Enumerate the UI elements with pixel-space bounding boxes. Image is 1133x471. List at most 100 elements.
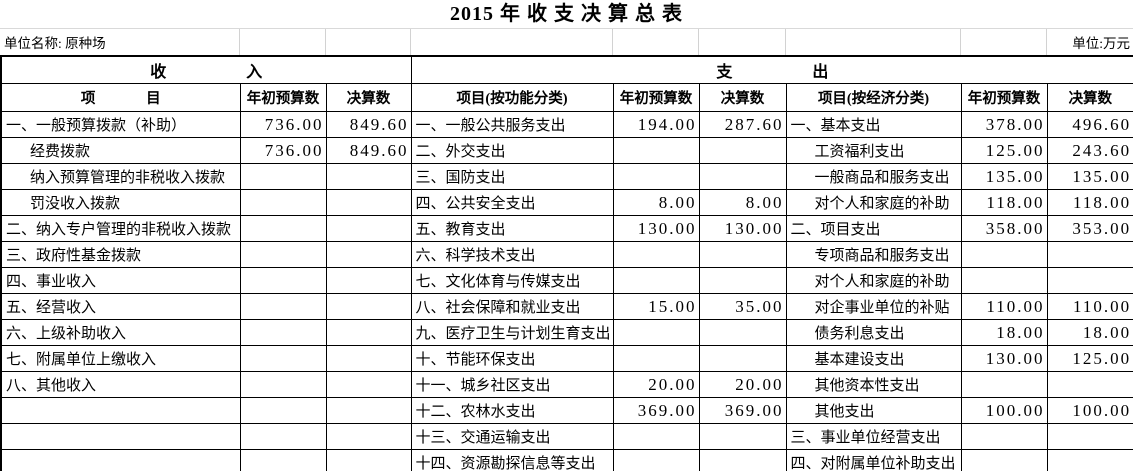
cell-income-budget [239,423,327,450]
cell-func-budget [612,423,700,450]
cell-income-item: 七、附属单位上缴收入 [0,345,241,372]
cell-econ-final: 100.00 [1046,397,1133,424]
cell-func-item: 十四、资源勘探信息等支出 [410,449,614,471]
cell-func-item: 七、文化体育与传媒支出 [410,267,614,294]
cell-income-item [0,449,241,471]
cell-income-budget [239,345,327,372]
cell-econ-final: 18.00 [1046,319,1133,346]
col-header-budget: 年初预算数 [239,83,327,112]
cell-func-final [698,423,787,450]
cell-income-final [325,293,412,320]
cell-func-final: 287.60 [698,111,787,138]
cell-func-budget [612,319,700,346]
cell-econ-item: 对个人和家庭的补助 [785,189,962,216]
cell-econ-final: 125.00 [1046,345,1133,372]
cell-func-item: 十二、农林水支出 [410,397,614,424]
gridline [239,29,240,56]
cell-func-budget [612,137,700,164]
cell-econ-budget: 100.00 [960,397,1048,424]
cell-income-budget [239,397,327,424]
cell-econ-final [1046,241,1133,268]
table-body: 一、一般预算拨款（补助） 736.00 849.60 一、一般公共服务支出 194.00… [0,111,1133,471]
cell-func-final [698,267,787,294]
cell-income-item: 四、事业收入 [0,267,241,294]
cell-func-final [698,137,787,164]
cell-func-item: 五、教育支出 [410,215,614,242]
cell-econ-item: 三、事业单位经营支出 [785,423,962,450]
cell-func-budget [612,449,700,471]
table-row: 一、一般预算拨款（补助） 736.00 849.60 一、一般公共服务支出 194.00… [0,111,1133,138]
column-header-row: 项 目 年初预算数 决算数 项目(按功能分类) 年初预算数 决算数 项目(按经济… [0,83,1133,112]
cell-econ-final [1046,371,1133,398]
cell-income-budget [239,371,327,398]
cell-func-item: 二、外交支出 [410,137,614,164]
cell-income-item: 六、上级补助收入 [0,319,241,346]
table-row: 八、其他收入 十一、城乡社区支出 20.00 20.00 其他资本性支出 [0,371,1133,398]
cell-income-budget [239,189,327,216]
cell-econ-final: 243.60 [1046,137,1133,164]
cell-func-budget: 194.00 [612,111,700,138]
cell-func-final [698,449,787,471]
cell-econ-item: 专项商品和服务支出 [785,241,962,268]
table-row: 四、事业收入 七、文化体育与传媒支出 对个人和家庭的补助 [0,267,1133,294]
cell-econ-budget: 18.00 [960,319,1048,346]
cell-econ-final: 496.60 [1046,111,1133,138]
cell-income-budget [239,241,327,268]
gridline [785,29,786,56]
cell-econ-final [1046,423,1133,450]
cell-func-item: 六、科学技术支出 [410,241,614,268]
col-header-final: 决算数 [325,83,412,112]
cell-econ-item: 其他支出 [785,397,962,424]
cell-income-budget [239,163,327,190]
cell-income-final [325,241,412,268]
cell-income-final [325,267,412,294]
cell-income-item: 罚没收入拨款 [0,189,241,216]
cell-income-item: 二、纳入专户管理的非税收入拨款 [0,215,241,242]
cell-func-final: 35.00 [698,293,787,320]
cell-econ-budget: 125.00 [960,137,1048,164]
cell-income-item: 经费拨款 [0,137,241,164]
cell-econ-budget: 135.00 [960,163,1048,190]
table-row: 五、经营收入 八、社会保障和就业支出 15.00 35.00 对企事业单位的补贴 110.… [0,293,1133,320]
page-title: 2015 年 收 支 决 算 总 表 [450,3,683,25]
cell-income-item: 一、一般预算拨款（补助） [0,111,241,138]
cell-income-item: 五、经营收入 [0,293,241,320]
cell-func-final: 20.00 [698,371,787,398]
gridline [1046,29,1047,56]
cell-econ-budget: 378.00 [960,111,1048,138]
cell-econ-item: 二、项目支出 [785,215,962,242]
cell-econ-item: 四、对附属单位补助支出 [785,449,962,471]
cell-income-final: 849.60 [325,111,412,138]
table-row: 纳入预算管理的非税收入拨款 三、国防支出 一般商品和服务支出 135.00 135.00 [0,163,1133,190]
table-row: 二、纳入专户管理的非税收入拨款 五、教育支出 130.00 130.00 二、项目支出 3… [0,215,1133,242]
cell-func-final: 8.00 [698,189,787,216]
cell-econ-final: 353.00 [1046,215,1133,242]
info-row: 单位名称: 原种场 单位:万元 [0,28,1133,56]
cell-income-final [325,397,412,424]
cell-func-final [698,163,787,190]
cell-econ-final [1046,267,1133,294]
cell-func-budget [612,345,700,372]
cell-income-budget: 736.00 [239,111,327,138]
table-row: 罚没收入拨款 四、公共安全支出 8.00 8.00 对个人和家庭的补助 118.00 118… [0,189,1133,216]
cell-func-final: 369.00 [698,397,787,424]
cell-econ-budget: 130.00 [960,345,1048,372]
cell-func-budget: 8.00 [612,189,700,216]
gridline [960,29,961,56]
cell-income-final [325,371,412,398]
table-row: 经费拨款 736.00 849.60 二、外交支出 工资福利支出 125.00 243.60 [0,137,1133,164]
cell-econ-final: 135.00 [1046,163,1133,190]
cell-econ-item: 其他资本性支出 [785,371,962,398]
col-header-func-item: 项目(按功能分类) [410,83,614,112]
cell-income-final [325,215,412,242]
cell-income-item [0,423,241,450]
cell-func-item: 一、一般公共服务支出 [410,111,614,138]
cell-income-final [325,345,412,372]
cell-income-budget [239,267,327,294]
cell-econ-item: 债务利息支出 [785,319,962,346]
cell-econ-budget [960,423,1048,450]
cell-func-budget [612,241,700,268]
cell-func-item: 九、医疗卫生与计划生育支出 [410,319,614,346]
cell-func-item: 三、国防支出 [410,163,614,190]
